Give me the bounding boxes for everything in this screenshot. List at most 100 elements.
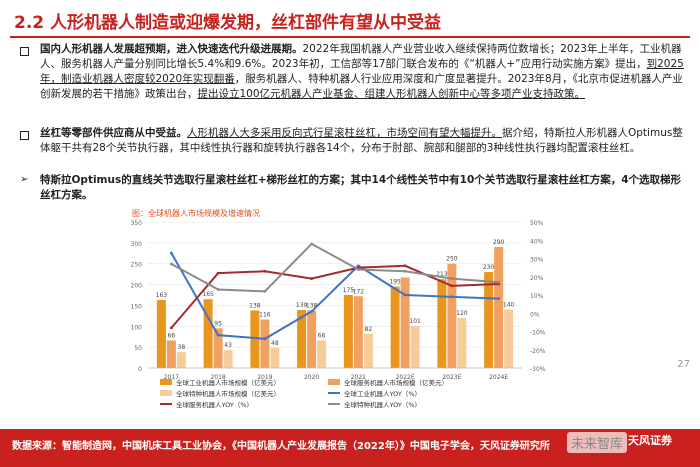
yoy-line xyxy=(170,252,499,340)
bar xyxy=(213,328,223,368)
legend-label: 全球服务机器人市场规模（亿美元） xyxy=(344,378,448,387)
y2-tick-label: 50% xyxy=(530,220,544,227)
bar xyxy=(353,296,363,368)
yoy-point xyxy=(403,264,407,268)
bar-data-label: 101 xyxy=(409,318,421,325)
bar-data-label: 138 xyxy=(249,302,261,309)
p1-lead: 国内人形机器人发展超预期，进入快速迭代升级进展期。 xyxy=(40,43,303,55)
bar-data-label: 43 xyxy=(224,342,232,349)
bar-data-label: 230 xyxy=(483,264,495,271)
bar xyxy=(494,247,504,368)
bar-data-label: 48 xyxy=(271,340,279,347)
bar-data-label: 120 xyxy=(456,310,468,317)
yoy-point xyxy=(450,295,454,299)
bar-data-label: 250 xyxy=(446,256,458,263)
p2-underline: 人形机器人大多采用反向式行星滚柱丝杠，市场空间有望大幅提升。 xyxy=(187,127,502,139)
yoy-line xyxy=(170,264,499,329)
bar xyxy=(176,352,186,368)
x-tick-label: 2022E xyxy=(396,374,415,381)
bar xyxy=(317,340,327,368)
bar xyxy=(343,295,353,368)
y-tick-label: 0 xyxy=(138,366,142,373)
legend-label: 全球工业机器人YOY（%） xyxy=(344,389,421,398)
yoy-point xyxy=(310,277,314,280)
bar-data-label: 172 xyxy=(353,288,365,295)
bar xyxy=(437,279,447,368)
yoy-point xyxy=(310,310,314,313)
bar-data-label: 163 xyxy=(156,292,168,299)
x-tick-label: 2021 xyxy=(351,374,366,381)
paragraph-3: 特斯拉Optimus的直线关节选取行星滚柱丝杠+梯形丝杠的方案；其中14个线性关… xyxy=(40,174,682,201)
bar-data-label: 116 xyxy=(259,312,271,319)
bar-data-label: 140 xyxy=(503,302,515,309)
yoy-point xyxy=(497,280,501,284)
yoy-point xyxy=(216,288,220,291)
bar xyxy=(260,319,270,368)
legend-label: 全球特种机器人市场规模（亿美元） xyxy=(176,389,280,398)
yoy-point xyxy=(310,242,314,246)
checkbox-bullet-icon xyxy=(20,47,29,56)
bar-data-label: 38 xyxy=(178,344,186,351)
bar-data-label: 139 xyxy=(296,302,308,309)
legend-label: 全球服务机器人YOY（%） xyxy=(176,400,253,409)
watermark: 未来智库 xyxy=(567,432,628,453)
bar xyxy=(447,263,457,368)
title-divider xyxy=(10,36,690,38)
bar-data-label: 290 xyxy=(493,239,505,246)
bar xyxy=(156,300,166,368)
legend-label: 全球特种机器人YOY（%） xyxy=(344,400,421,409)
y2-tick-label: 40% xyxy=(530,238,544,245)
data-source: 数据来源：智能制造网，中国机床工具工业协会，《中国机器人产业发展报告（2022年… xyxy=(12,441,550,452)
bar xyxy=(307,310,317,368)
bar xyxy=(410,325,420,368)
y-tick-label: 100 xyxy=(131,324,143,331)
chart-caption: 图：全球机器人市场规模及增速情况 xyxy=(132,209,260,218)
x-tick-label: 2018 xyxy=(210,374,225,381)
bar-data-label: 95 xyxy=(214,320,222,327)
y-tick-label: 250 xyxy=(131,262,143,269)
y-tick-label: 300 xyxy=(131,241,143,248)
yoy-point xyxy=(169,326,173,330)
y-tick-label: 350 xyxy=(131,220,143,227)
yoy-point xyxy=(403,269,407,273)
p2-lead: 丝杠等零部件供应商从中受益。 xyxy=(40,127,187,139)
y2-tick-label: 30% xyxy=(530,257,544,264)
brand-logo: 天风证券 xyxy=(628,434,672,447)
bar xyxy=(166,340,176,368)
yoy-point xyxy=(169,251,173,255)
bar xyxy=(390,286,400,368)
yoy-point xyxy=(216,271,220,275)
page-number: 27 xyxy=(677,359,690,370)
bar xyxy=(484,272,494,368)
bar-data-label: 195 xyxy=(389,279,401,286)
yoy-point xyxy=(356,268,360,271)
bar-data-label: 66 xyxy=(318,332,326,339)
yoy-point xyxy=(450,284,454,288)
x-tick-label: 2024E xyxy=(489,374,508,381)
arrow-bullet-icon: ➢ xyxy=(20,174,29,185)
p1-underline-1: 到2025年，制造业机器人密度较2020年实现翻番 xyxy=(40,58,684,85)
bar xyxy=(250,310,260,368)
bar xyxy=(203,299,213,368)
bar-data-label: 175 xyxy=(343,287,355,294)
x-tick-label: 2020 xyxy=(304,374,319,381)
market-chart: 0 50 100 150 200 250 300 350 -30% -20% -10% 0% 10% 20… xyxy=(131,220,546,409)
legend-swatch xyxy=(160,379,172,385)
paragraph-1: 国内人形机器人发展超预期，进入快速迭代升级进展期。2022年我国机器人产业营业收… xyxy=(40,43,684,100)
bar xyxy=(223,350,233,368)
bar-data-label: 213 xyxy=(436,271,448,278)
checkbox-bullet-icon xyxy=(20,131,29,140)
yoy-point xyxy=(169,262,173,266)
bar xyxy=(270,347,280,368)
bar-data-label: 66 xyxy=(168,332,176,339)
page-title: 2.2 人形机器人制造或迎爆发期，丝杠部件有望从中受益 xyxy=(14,13,442,33)
bar-data-label: 138 xyxy=(306,302,318,309)
legend-swatch xyxy=(160,390,172,396)
y2-tick-label: 20% xyxy=(530,275,544,282)
yoy-line xyxy=(170,242,499,293)
y2-tick-label: -30% xyxy=(530,366,546,373)
y-tick-label: 150 xyxy=(131,303,143,310)
yoy-point xyxy=(497,297,501,301)
bar-data-label: 82 xyxy=(365,326,373,333)
y2-tick-label: 10% xyxy=(530,293,544,300)
